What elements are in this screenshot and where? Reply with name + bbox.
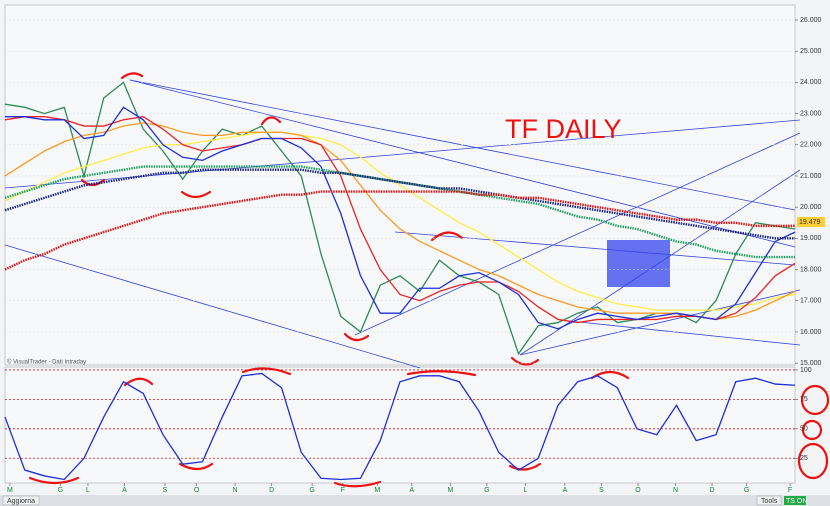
marker [801,419,823,441]
series-line [4,131,796,311]
x-tick-label: D [710,487,715,494]
marker [260,116,282,126]
marker [800,384,830,416]
marker [28,476,80,485]
trendline [4,244,421,369]
x-tick-label: N [673,487,678,494]
marker [406,370,477,377]
ts-label[interactable]: TS ON [786,498,807,505]
y-tick-label: 75 [800,396,808,403]
y-tick-label: 18.000 [800,266,822,273]
x-tick-label: O [635,487,641,494]
copyright: © VisualTrader - Dati Intraday [7,359,86,366]
marker [178,462,214,471]
x-tick-label: F [341,487,345,494]
trendline [559,319,801,346]
refresh-button[interactable] [2,495,40,506]
series-line [4,372,796,481]
ts-button[interactable] [784,496,806,505]
x-tick-label: S [599,487,604,494]
tools-button[interactable] [756,495,782,506]
y-tick-label: 100 [800,367,812,374]
y-tick-label: 15.000 [800,360,822,367]
x-tick-label: L [523,487,527,494]
y-tick-label: 19.000 [800,235,822,242]
x-tick-label: D [269,487,274,494]
plot-layer: 15.000 16.000 17.000 18.000 19.000 20.000 21.0… [4,17,822,494]
y-tick-label: 22.000 [800,142,822,149]
y-tick-label: 23.000 [800,110,822,117]
x-tick-label: M [447,487,453,494]
marker [241,367,292,376]
marker [123,377,154,387]
trendline [4,119,801,189]
x-tick-label: A [563,487,568,494]
marker [508,462,542,471]
toolbar [0,495,830,506]
price-label: 19.479 [799,219,821,226]
series-line [4,168,795,240]
x-tick-label: G [744,487,749,494]
marker [343,332,370,342]
series-line [4,115,796,324]
chart-title: TF DAILY [505,114,622,144]
marker [333,480,382,488]
price-label-box [797,217,825,227]
x-tick-label: L [86,487,90,494]
y-tick-label: 24.000 [800,79,822,86]
y-tick-label: 50 [800,426,808,433]
marker [430,231,464,242]
series-line [4,190,795,271]
series-line [5,106,796,330]
series-line [4,122,796,321]
refresh-label[interactable]: Aggiorna [7,498,35,505]
y-tick-label: 16.000 [800,329,822,336]
x-tick-label: G [484,487,489,494]
x-tick-label: A [410,487,415,494]
x-tick-label: O [194,487,200,494]
x-tick-label: G [309,487,314,494]
marker [180,190,212,199]
y-tick-label: 25 [800,455,808,462]
y-tick-label: 25.000 [800,48,822,55]
y-tick-label: 26.000 [800,17,822,24]
y-tick-label: 20.000 [800,204,822,211]
x-tick-label: M [7,487,13,494]
marker [510,356,540,366]
marker [120,72,144,80]
oscillator-panel [4,366,796,484]
y-tick-label: 21.000 [800,173,822,180]
highlight-box [607,240,670,287]
x-tick-label: G [58,487,63,494]
y-tick-label: 17.000 [800,298,822,305]
tools-label[interactable]: Tools [761,498,778,505]
x-tick-label: A [122,487,127,494]
trendline [354,132,801,336]
x-tick-label: N [233,487,238,494]
x-tick-label: M [374,487,380,494]
x-tick-label: F [788,487,792,494]
marker [797,442,829,480]
x-tick-label: S [163,487,168,494]
